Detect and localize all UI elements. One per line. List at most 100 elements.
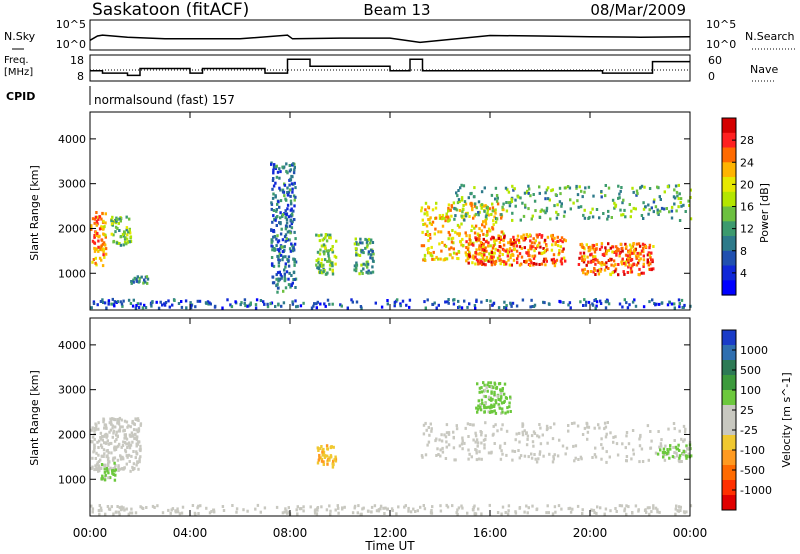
power-echo-cell [480, 190, 484, 194]
velocity-echo-cell [567, 507, 570, 511]
velocity-echo-cell [521, 433, 525, 437]
velocity-echo-cell [102, 455, 105, 458]
power-echo-cell [637, 254, 640, 258]
power-echo-cell [288, 183, 291, 187]
power-echo-cell [292, 271, 296, 275]
velocity-echo-cell [680, 437, 683, 441]
power-echo-cell [92, 258, 95, 261]
power-echo-cell [456, 257, 459, 260]
velocity-echo-cell [546, 426, 549, 430]
power-echo-cell [271, 275, 275, 279]
velocity-echo-cell [605, 450, 608, 454]
power-echo-cell [289, 188, 292, 192]
velocity-echo-cell [535, 507, 539, 511]
power-echo-cell [494, 259, 498, 263]
power-echo-cell [275, 244, 278, 248]
power-echo-cell [478, 237, 481, 241]
power-echo-cell [102, 227, 105, 231]
power-echo-cell [494, 220, 498, 224]
power-echo-cell [498, 245, 501, 248]
power-colorbar-swatch [722, 250, 736, 267]
power-echo-cell [582, 271, 585, 275]
power-echo-cell [91, 260, 94, 264]
power-echo-cell [587, 246, 590, 249]
power-echo-cell [457, 306, 460, 309]
velocity-echo-cell [98, 466, 101, 470]
power-echo-cell [119, 300, 122, 304]
power-echo-cell [194, 305, 197, 309]
power-echo-cell [503, 248, 506, 252]
velocity-echo-cell [505, 396, 508, 400]
velocity-echo-cell [604, 507, 608, 511]
power-echo-cell [119, 235, 122, 239]
power-echo-cell [501, 259, 504, 263]
velocity-echo-cell [91, 507, 95, 511]
power-echo-cell [292, 209, 295, 213]
velocity-echo-cell [317, 458, 320, 462]
velocity-echo-cell [97, 421, 100, 425]
power-echo-cell [254, 306, 258, 310]
power-echo-cell [603, 254, 606, 257]
velocity-colorbar-swatch [722, 435, 736, 451]
power-echo-cell [441, 213, 445, 217]
power-echo-cell [529, 264, 532, 267]
power-echo-cell [550, 189, 553, 193]
velocity-echo-cell [334, 508, 337, 512]
velocity-echo-cell [127, 424, 130, 428]
power-echo-cell [272, 229, 275, 233]
power-echo-cell [482, 245, 485, 249]
velocity-echo-cell [131, 440, 134, 444]
velocity-echo-cell [660, 438, 663, 442]
power-echo-cell [277, 278, 281, 282]
power-echo-cell [426, 213, 429, 217]
velocity-echo-cell [121, 425, 124, 429]
power-echo-cell [466, 211, 469, 215]
power-echo-cell [595, 243, 598, 247]
time-tick-label: 16:00 [473, 526, 508, 540]
power-echo-cell [434, 227, 437, 231]
power-echo-cell [364, 246, 367, 250]
power-echo-cell [360, 250, 363, 254]
power-echo-cell [465, 240, 468, 244]
power-echo-cell [323, 258, 327, 262]
velocity-echo-cell [242, 508, 245, 512]
velocity-echo-cell [313, 511, 317, 515]
power-echo-cell [151, 301, 154, 305]
power-echo-cell [290, 226, 294, 230]
power-echo-cell [272, 192, 275, 196]
power-echo-cell [136, 275, 139, 279]
power-echo-cell [278, 258, 281, 262]
velocity-echo-cell [485, 406, 488, 410]
velocity-echo-cell [116, 420, 119, 424]
velocity-echo-cell [100, 454, 103, 458]
velocity-colorbar-swatch [722, 405, 736, 421]
power-echo-cell [320, 271, 324, 275]
power-echo-cell [450, 237, 453, 241]
power-echo-cell [592, 244, 596, 248]
power-echo-cell [270, 301, 274, 305]
velocity-echo-cell [539, 442, 543, 446]
velocity-echo-cell [107, 442, 110, 446]
power-echo-cell [494, 186, 498, 190]
power-echo-cell [484, 204, 487, 208]
power-echo-cell [611, 271, 614, 275]
power-echo-cell [283, 165, 286, 169]
power-echo-cell [468, 215, 471, 218]
velocity-echo-cell [329, 512, 332, 516]
velocity-echo-cell [104, 463, 107, 467]
velocity-echo-cell [106, 449, 109, 452]
power-echo-cell [135, 277, 138, 281]
velocity-echo-cell [659, 442, 663, 446]
power-echo-cell [427, 239, 430, 243]
velocity-echo-cell [501, 452, 504, 456]
power-colorbar-tick-label: 8 [740, 245, 747, 258]
velocity-echo-cell [451, 504, 454, 508]
power-echo-cell [503, 236, 506, 240]
power-echo-cell [460, 214, 463, 218]
power-echo-cell [214, 304, 217, 308]
power-echo-cell [443, 243, 446, 247]
velocity-echo-cell [316, 446, 319, 450]
velocity-echo-cell [672, 446, 675, 449]
velocity-echo-cell [678, 456, 681, 460]
velocity-echo-cell [457, 506, 461, 510]
